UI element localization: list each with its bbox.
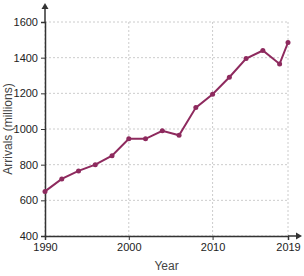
point xyxy=(277,61,282,66)
grid xyxy=(45,22,288,236)
tick-mark xyxy=(41,93,45,94)
point xyxy=(210,92,215,97)
tick: 1200 xyxy=(14,87,45,99)
point xyxy=(160,128,165,133)
plot-area xyxy=(43,40,291,194)
tick-label: 1200 xyxy=(14,87,38,99)
axis-arrows xyxy=(42,3,303,240)
grid-line xyxy=(45,22,288,23)
tick-label: 2010 xyxy=(201,241,225,253)
point xyxy=(126,136,131,141)
y-axis: 400 600 800 1000 1200 1400 1600 xyxy=(14,16,46,242)
x-axis-title: Year xyxy=(154,259,178,273)
tick: 2000 xyxy=(117,236,141,253)
tick-label: 400 xyxy=(20,230,38,242)
grid-line xyxy=(45,57,288,58)
tick-label: 2019 xyxy=(276,241,300,253)
tick: 1400 xyxy=(14,52,45,64)
point xyxy=(244,56,249,61)
tick-label: 2000 xyxy=(117,241,141,253)
tick-mark xyxy=(41,22,45,23)
grid-line xyxy=(45,200,288,201)
tick-mark xyxy=(41,200,45,201)
tick: 800 xyxy=(20,159,45,171)
point xyxy=(76,168,81,173)
point xyxy=(43,189,48,194)
axis-line xyxy=(41,23,46,237)
point xyxy=(286,40,291,45)
tick: 600 xyxy=(20,194,45,206)
grid-line xyxy=(45,164,288,165)
tick: 1600 xyxy=(14,16,45,28)
point xyxy=(193,105,198,110)
tick-label: 800 xyxy=(20,159,38,171)
axis-arrow xyxy=(42,3,49,9)
axis-line xyxy=(46,237,289,241)
point xyxy=(177,133,182,138)
tick-mark xyxy=(41,58,45,59)
tick: 400 xyxy=(20,230,45,242)
grid-line xyxy=(45,129,288,130)
tick-mark xyxy=(129,236,130,240)
point xyxy=(93,162,98,167)
y-axis-title: Arrivals (millions) xyxy=(1,83,15,174)
point xyxy=(59,176,64,181)
point xyxy=(110,153,115,158)
point xyxy=(227,75,232,80)
tick-label: 600 xyxy=(20,194,38,206)
chart: 1990 2000 2010 2019 400 600 800 1000 1200 1400 160… xyxy=(0,0,304,276)
grid-line xyxy=(288,22,289,236)
grid-line xyxy=(128,22,129,236)
tick-mark xyxy=(41,129,45,130)
tick: 2010 xyxy=(201,236,225,253)
tick: 1000 xyxy=(14,123,45,135)
tick-mark xyxy=(41,236,45,237)
axis-arrow xyxy=(296,233,302,240)
point xyxy=(260,48,265,53)
point xyxy=(143,136,148,141)
tick-label: 1000 xyxy=(14,123,38,135)
tick-mark xyxy=(41,165,45,166)
tick-label: 1600 xyxy=(14,16,38,28)
x-axis: 1990 2000 2010 2019 xyxy=(33,236,300,253)
grid-line xyxy=(212,22,213,236)
line xyxy=(45,43,288,192)
grid-line xyxy=(45,93,288,94)
tick-label: 1990 xyxy=(33,241,57,253)
tick-mark xyxy=(213,236,214,240)
tick-label: 1400 xyxy=(14,52,38,64)
